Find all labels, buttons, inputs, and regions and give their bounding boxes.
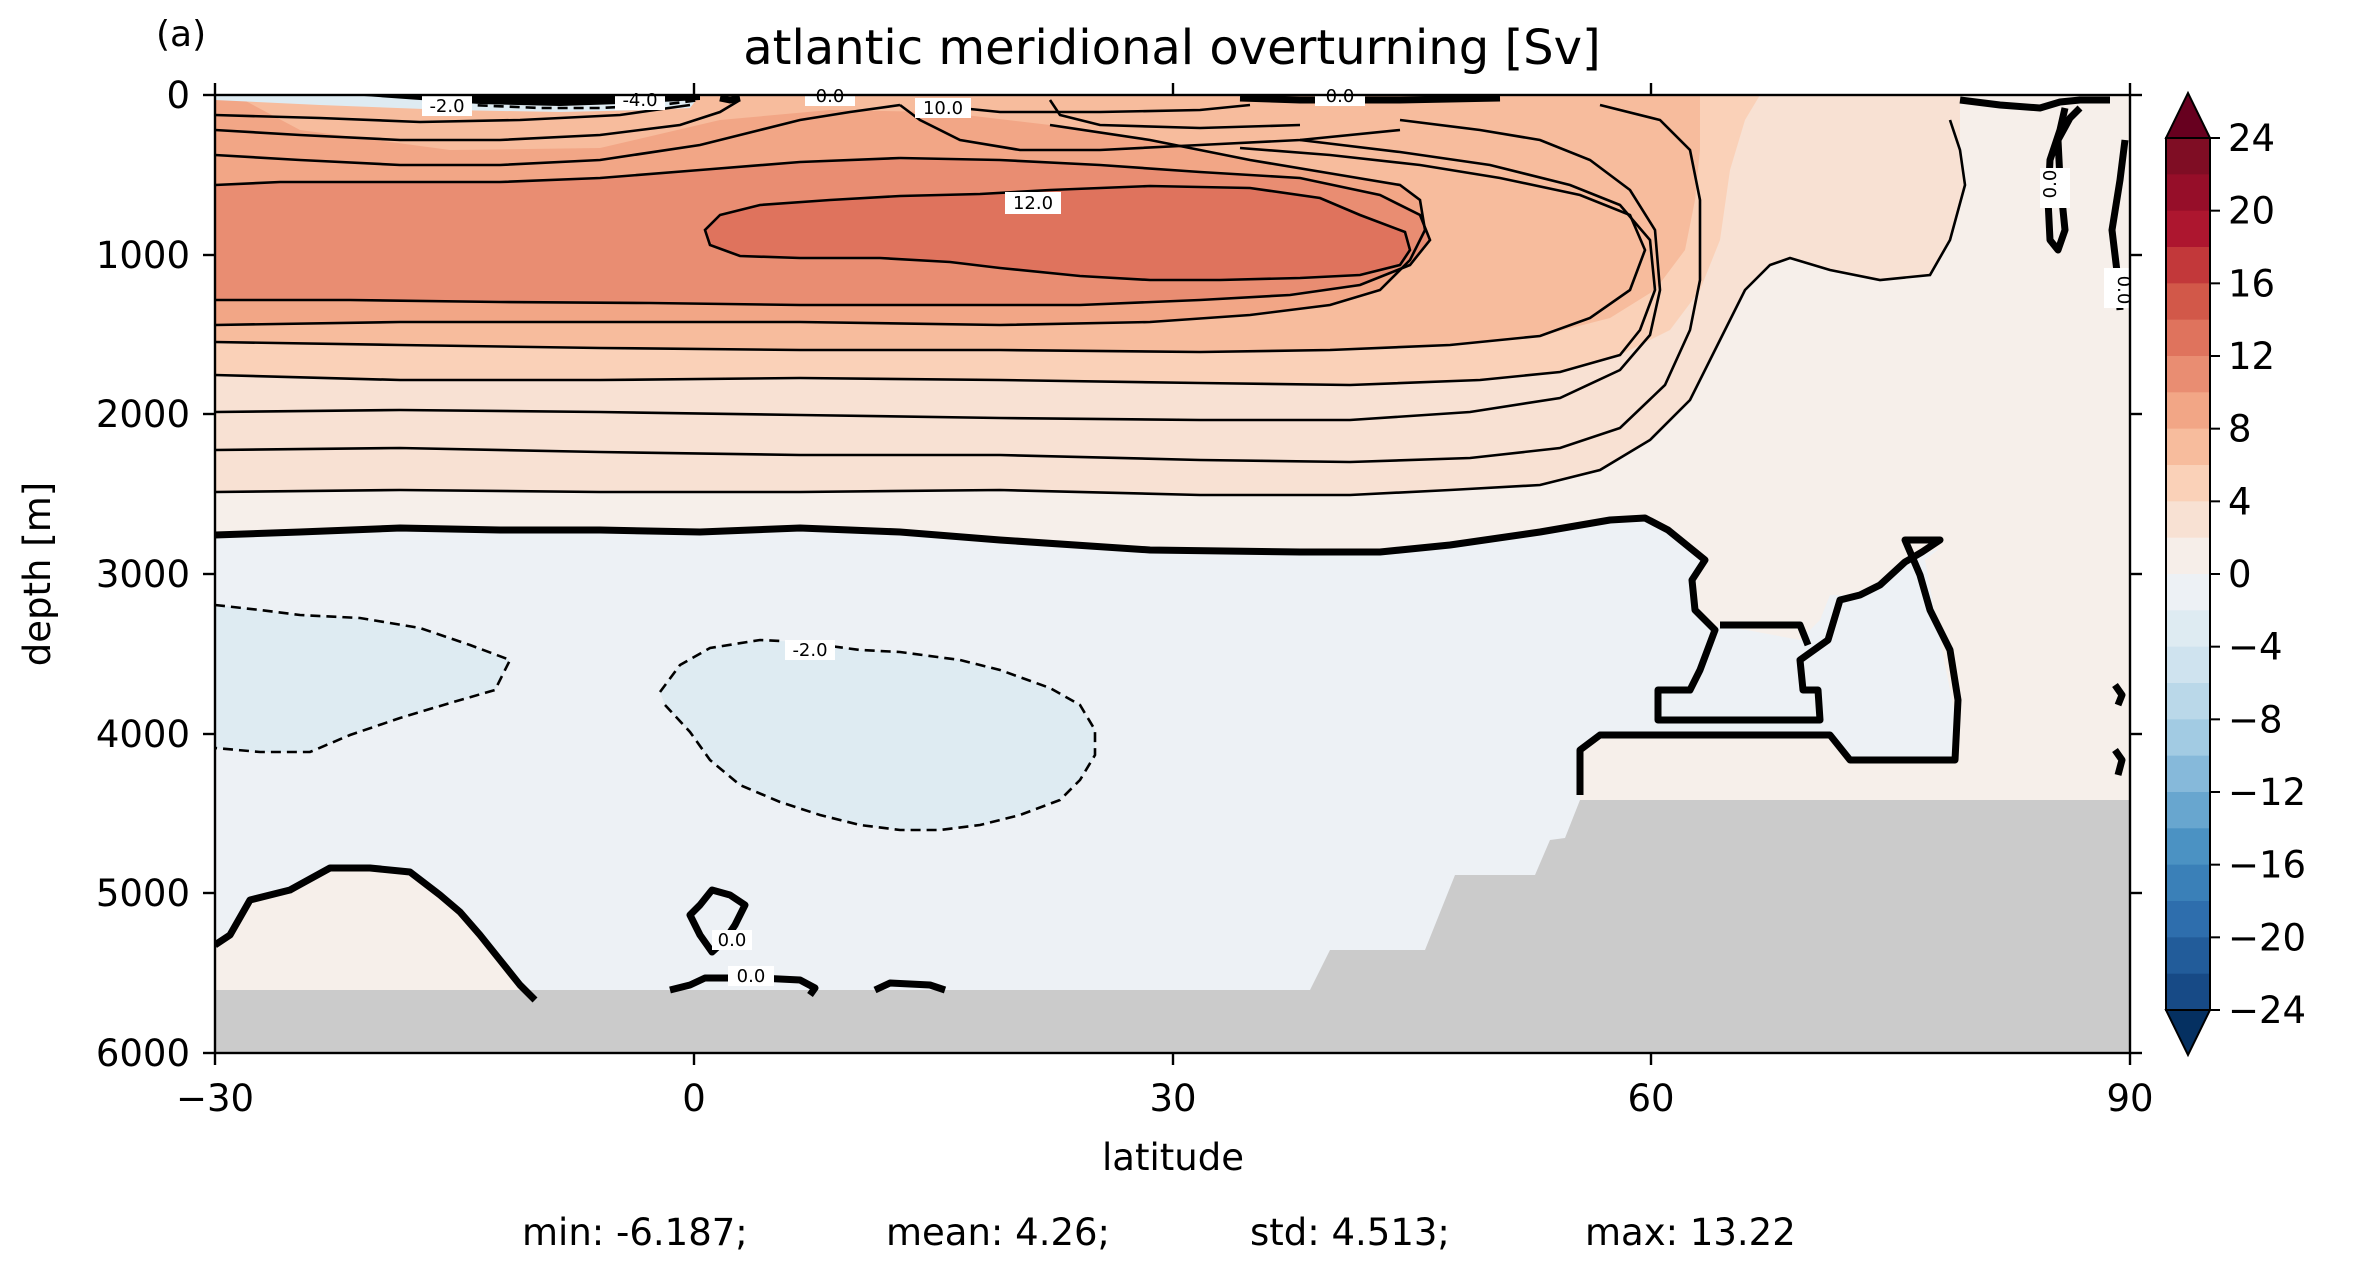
colorbar-tick-label: −24 [2228, 989, 2306, 1032]
x-tick-labels: −30 0 30 60 90 [176, 1077, 2154, 1120]
colorbar-segment [2166, 319, 2210, 357]
svg-text:10.0: 10.0 [923, 98, 963, 119]
colorbar-tick-label: 0 [2228, 553, 2252, 596]
colorbar-segment [2166, 356, 2210, 393]
colorbar-segment [2166, 174, 2210, 212]
panel-label: (a) [156, 14, 206, 55]
colorbar-tick-label: 12 [2228, 335, 2275, 378]
colorbar-segment [2166, 138, 2210, 175]
svg-text:0.0: 0.0 [1326, 86, 1355, 107]
chart-title: atlantic meridional overturning [Sv] [743, 20, 1601, 76]
colorbar-segments [2166, 138, 2210, 1011]
fill-level-12 [705, 186, 1410, 280]
colorbar-tick-label: 20 [2228, 190, 2275, 233]
y-tick-label: 4000 [96, 713, 190, 756]
y-tick-label: 1000 [96, 234, 190, 277]
x-tick-label: −30 [176, 1077, 254, 1120]
colorbar-segment [2166, 610, 2210, 648]
y-tick-label: 5000 [96, 872, 190, 915]
y-tick-label: 6000 [96, 1032, 190, 1075]
colorbar-segment [2166, 828, 2210, 866]
colorbar-tick-label: 16 [2228, 262, 2275, 305]
colorbar-segment [2166, 283, 2210, 321]
colorbar-tick-label: 24 [2228, 117, 2275, 160]
stats-line: min: -6.187; mean: 4.26; std: 4.513; max… [522, 1211, 1796, 1254]
colorbar-tick-label: 8 [2228, 408, 2252, 451]
svg-text:0.0: 0.0 [2113, 276, 2134, 305]
colorbar-segment [2166, 755, 2210, 793]
contour-label-8: 0.0 [712, 930, 752, 951]
svg-text:0.0: 0.0 [718, 930, 747, 951]
colorbar-tick-label: −12 [2228, 771, 2306, 814]
colorbar: 24 20 16 12 8 4 0 −4 −8 −12 −16 −20 −24 [2164, 90, 2306, 1058]
colorbar-segment [2166, 392, 2210, 430]
colorbar-segment [2166, 646, 2210, 684]
x-tick-label: 60 [1627, 1077, 1674, 1120]
svg-text:0.0: 0.0 [816, 86, 845, 107]
colorbar-segment [2166, 864, 2210, 902]
colorbar-tick-label: −20 [2228, 916, 2306, 959]
contour-label-4: 10.0 [915, 98, 971, 119]
colorbar-segment [2166, 973, 2210, 1011]
y-tick-label: 2000 [96, 393, 190, 436]
colorbar-ticks: 24 20 16 12 8 4 0 −4 −8 −12 −16 −20 −24 [2210, 117, 2306, 1032]
x-tick-label: 0 [682, 1077, 706, 1120]
stat-min: min: -6.187; [522, 1211, 748, 1254]
contour-label-3: 0.0 [805, 86, 855, 107]
x-tick-label: 30 [1149, 1077, 1196, 1120]
y-tick-label: 0 [166, 74, 190, 117]
neg-cell-west-fill [215, 605, 510, 752]
stat-mean: mean: 4.26; [886, 1211, 1110, 1254]
colorbar-tick-label: −8 [2228, 698, 2283, 741]
land-mask [215, 800, 2130, 1053]
svg-text:0.0: 0.0 [2040, 170, 2061, 199]
colorbar-segment [2166, 792, 2210, 829]
x-tick-label: 90 [2106, 1077, 2153, 1120]
colorbar-extend-bottom [2164, 1009, 2212, 1058]
svg-text:-2.0: -2.0 [429, 96, 464, 117]
stat-std: std: 4.513; [1250, 1211, 1450, 1254]
contour-label-2: -4.0 [615, 90, 665, 111]
colorbar-extend-top [2164, 90, 2212, 139]
y-tick-labels: 0 1000 2000 3000 4000 5000 6000 [96, 74, 190, 1075]
contour-label-1: -2.0 [422, 96, 472, 117]
contour-label-10: 0.0 [2040, 168, 2070, 208]
colorbar-segment [2166, 501, 2210, 539]
colorbar-segment [2166, 574, 2210, 611]
colorbar-segment [2166, 901, 2210, 938]
colorbar-segment [2166, 465, 2210, 502]
colorbar-tick-label: 4 [2228, 480, 2252, 523]
contour-labels: -2.0 -4.0 0.0 10.0 0.0 12.0 -2.0 0.0 0.0… [422, 86, 2134, 987]
contour-lines-positive [215, 98, 1967, 497]
colorbar-segment [2166, 537, 2210, 575]
neg-cell-central-fill [660, 640, 1095, 830]
svg-text:-2.0: -2.0 [792, 640, 827, 661]
contour-label-5: 0.0 [1315, 86, 1365, 107]
deep-positive-fill [215, 868, 535, 1000]
svg-text:-4.0: -4.0 [622, 90, 657, 111]
colorbar-segment [2166, 428, 2210, 466]
svg-text:0.0: 0.0 [737, 966, 766, 987]
colorbar-segment [2166, 247, 2210, 284]
colorbar-segment [2166, 937, 2210, 975]
y-tick-label: 3000 [96, 553, 190, 596]
y-axis [203, 93, 2142, 1055]
svg-text:12.0: 12.0 [1013, 193, 1053, 214]
y-axis-label: depth [m] [16, 482, 59, 666]
stat-max: max: 13.22 [1585, 1211, 1796, 1254]
contour-label-9: 0.0 [728, 966, 774, 987]
plot-area: -2.0 -4.0 0.0 10.0 0.0 12.0 -2.0 0.0 0.0… [16, 74, 2154, 1179]
contour-lines-zero [215, 95, 2129, 1003]
colorbar-segment [2166, 683, 2210, 720]
colorbar-tick-label: −16 [2228, 844, 2306, 887]
contour-label-7: -2.0 [785, 640, 835, 661]
colorbar-segment [2166, 210, 2210, 248]
x-axis-label: latitude [1102, 1136, 1244, 1179]
colorbar-segment [2166, 719, 2210, 757]
contour-label-6: 12.0 [1005, 192, 1061, 214]
colorbar-tick-label: −4 [2228, 626, 2283, 669]
x-axis [213, 83, 2132, 1065]
